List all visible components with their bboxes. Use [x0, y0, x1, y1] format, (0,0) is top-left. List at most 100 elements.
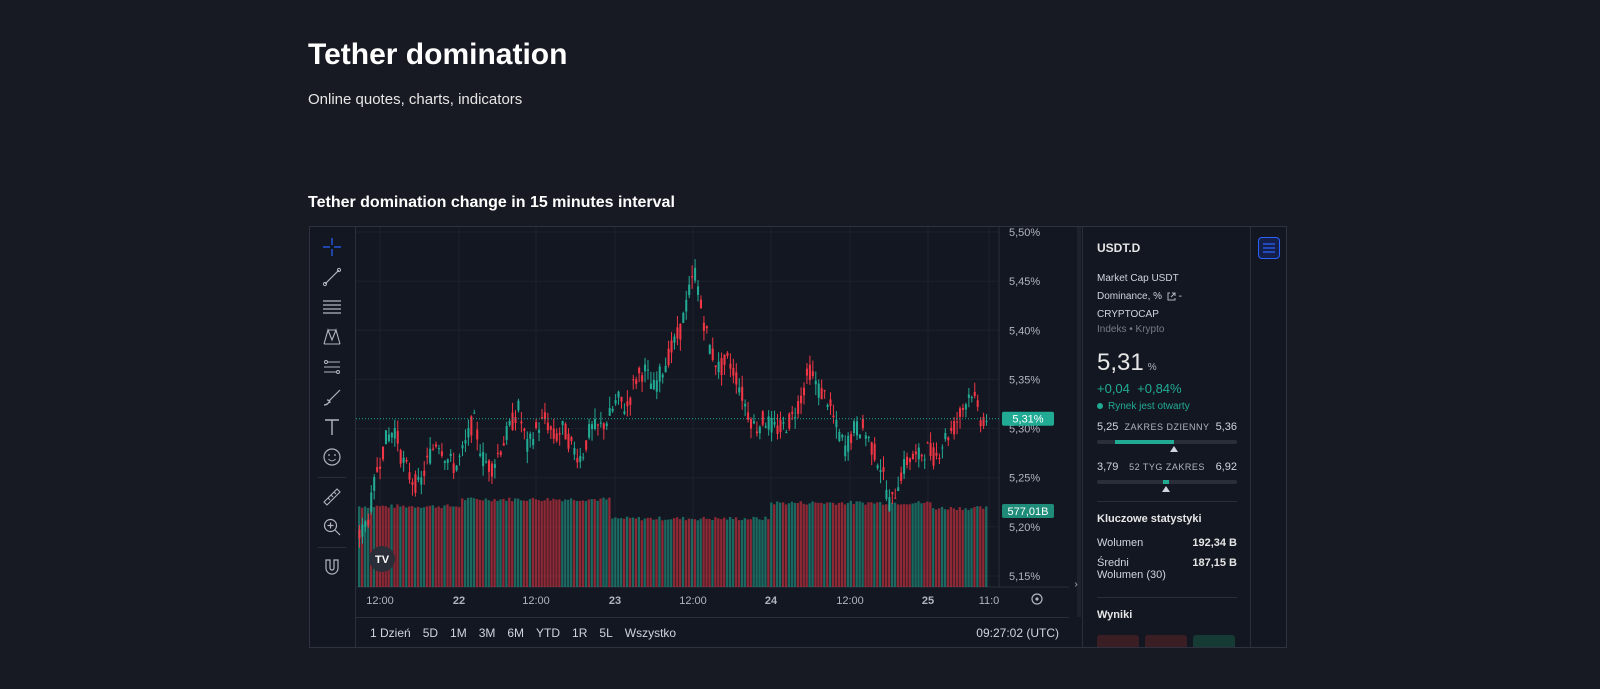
fib-retracement-icon[interactable] — [319, 295, 345, 319]
volume-bar — [493, 498, 496, 587]
candle-body — [434, 444, 438, 447]
last-price: 5,31% — [1097, 349, 1157, 377]
candle-body — [543, 412, 546, 420]
volume-bar — [593, 499, 596, 587]
candle-body — [405, 460, 408, 462]
candle-body — [761, 411, 764, 425]
volume-bar — [466, 497, 470, 587]
candle-body — [517, 400, 520, 411]
range-1m-button[interactable]: 1M — [450, 626, 467, 640]
candle-body — [582, 457, 585, 459]
emoji-icon[interactable] — [319, 445, 345, 469]
result-chip[interactable] — [1193, 635, 1235, 647]
range-5y-button[interactable]: 5L — [599, 626, 613, 640]
text-icon[interactable] — [319, 415, 345, 439]
range-ytd-button[interactable]: YTD — [536, 626, 561, 640]
candle-body — [770, 417, 773, 433]
candle-body — [917, 447, 920, 460]
volume-bar — [455, 506, 458, 587]
candle-body — [396, 430, 399, 444]
candle-body — [585, 440, 588, 450]
range-all-button[interactable]: Wszystko — [624, 626, 677, 640]
candle-body — [891, 491, 894, 495]
brush-icon[interactable] — [319, 385, 345, 409]
volume-bar — [761, 519, 764, 587]
magnet-icon[interactable] — [319, 555, 345, 579]
zoom-in-icon[interactable] — [319, 515, 345, 539]
result-chip[interactable] — [1145, 635, 1187, 647]
volume-bar — [767, 519, 770, 587]
candle-body — [752, 421, 755, 424]
volume-bar — [628, 517, 632, 587]
volume-bar — [578, 500, 582, 587]
candle-body — [664, 365, 667, 373]
volume-bar — [714, 517, 717, 587]
forecast-icon[interactable] — [319, 355, 345, 379]
x-tick-label: 12:00 — [522, 595, 550, 607]
range-1y-button[interactable]: 1R — [572, 626, 588, 640]
volume-bar — [882, 504, 885, 587]
candle-body — [776, 425, 779, 435]
candle-body — [970, 396, 973, 398]
candle-body — [608, 408, 611, 416]
watchlist-menu-icon[interactable] — [1258, 237, 1280, 259]
candle-body — [635, 379, 638, 384]
volume-bar — [758, 519, 761, 587]
volume-bar — [440, 508, 443, 587]
crosshair-icon[interactable] — [319, 235, 345, 259]
avg-volume-value: 187,15 B — [1192, 557, 1237, 569]
candle-body — [691, 276, 694, 278]
volume-bar — [834, 504, 838, 587]
price-chart[interactable]: 5,50% 5,45% 5,40% 5,35% 5,30% 5,25% 5,20% 5,15%… — [356, 227, 1069, 617]
range-1d-button[interactable]: 1 Dzień — [370, 626, 411, 640]
candle-body — [982, 417, 985, 426]
status-dot-icon — [1097, 403, 1103, 410]
clock-time[interactable]: 09:27:02 (UTC) — [976, 626, 1059, 640]
volume-bar — [531, 497, 535, 587]
candle-body — [726, 352, 729, 356]
candle-body — [449, 453, 452, 457]
range-5d-button[interactable]: 5D — [422, 626, 439, 640]
volume-bar — [534, 499, 537, 587]
volume-bar — [428, 505, 431, 587]
external-link-icon[interactable] — [1167, 292, 1176, 301]
ruler-icon[interactable] — [319, 485, 345, 509]
trend-line-icon[interactable] — [319, 265, 345, 289]
volume-bar — [602, 497, 605, 587]
volume-bar — [678, 519, 682, 587]
volume-bar — [731, 518, 735, 587]
chart-svg[interactable]: 5,50% 5,45% 5,40% 5,35% 5,30% 5,25% 5,20% 5,15%… — [356, 227, 1069, 617]
candle-body — [502, 443, 505, 446]
candle-body — [861, 419, 864, 429]
candle-body — [593, 419, 597, 430]
range-6m-button[interactable]: 6M — [507, 626, 525, 640]
candle-body — [729, 363, 732, 369]
panel-divider[interactable] — [1077, 227, 1081, 617]
drawing-toolbar — [310, 227, 356, 647]
volume-bar — [849, 500, 852, 587]
volume-bar — [681, 516, 685, 587]
candle-body — [482, 451, 485, 467]
volume-bar — [684, 520, 688, 587]
range-3m-button[interactable]: 3M — [478, 626, 496, 640]
result-chip[interactable] — [1097, 635, 1139, 647]
volume-bar — [405, 507, 408, 587]
candle-body — [426, 455, 429, 458]
pattern-icon[interactable] — [319, 325, 345, 349]
collapse-arrow-icon[interactable]: › — [1074, 578, 1078, 590]
candle-body — [767, 416, 770, 430]
candle-body — [614, 400, 617, 404]
candle-body — [855, 421, 859, 436]
symbol-name[interactable]: USDT.D — [1097, 241, 1141, 255]
volume-bar — [625, 516, 629, 587]
x-tick-label: 12:00 — [366, 595, 394, 607]
candle-body — [835, 419, 838, 428]
volume-bar — [802, 503, 805, 587]
volume-bar — [413, 507, 417, 587]
volume-bar — [982, 508, 985, 587]
volume-bar — [955, 509, 958, 587]
volume-row: Wolumen 192,34 B — [1097, 537, 1237, 549]
volume-bar — [920, 503, 923, 587]
candle-body — [446, 459, 449, 463]
volume-bar — [893, 502, 897, 587]
